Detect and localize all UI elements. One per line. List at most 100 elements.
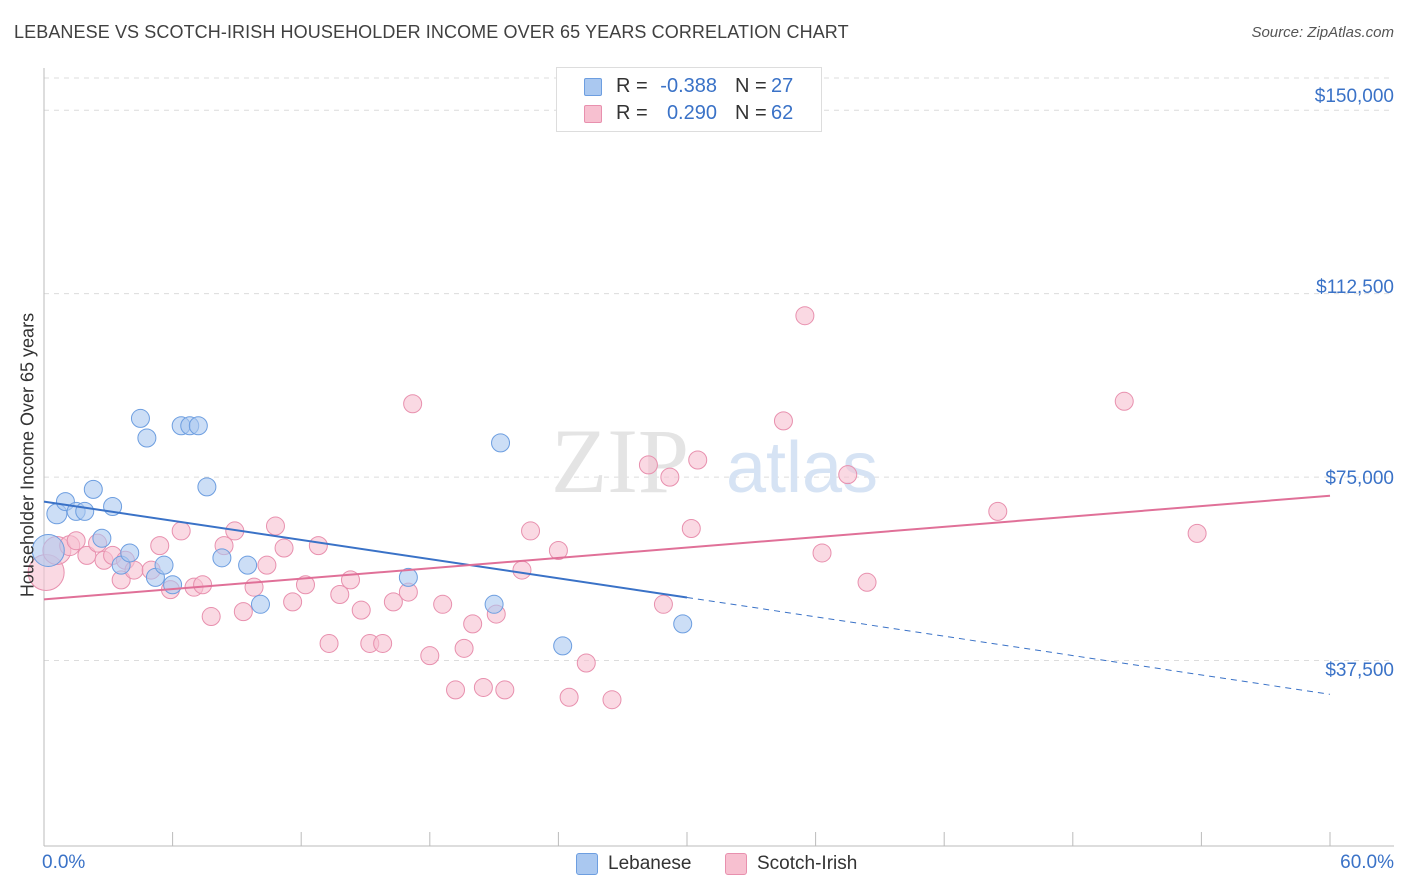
lebanese-point bbox=[120, 543, 140, 563]
lebanese-point bbox=[398, 567, 418, 587]
x-tick-label: 0.0% bbox=[42, 852, 86, 873]
lebanese-trend-line bbox=[43, 500, 688, 599]
lebanese-trend-extension bbox=[686, 596, 1331, 695]
lebanese-point bbox=[491, 433, 511, 453]
lebanese-point bbox=[250, 594, 270, 614]
lebanese-point bbox=[553, 636, 573, 656]
scotch-irish-point bbox=[257, 555, 277, 575]
lebanese-point bbox=[154, 555, 174, 575]
lebanese-point bbox=[92, 528, 112, 548]
scotch-irish-point bbox=[602, 690, 622, 710]
y-tick-label: $150,000 bbox=[1314, 86, 1394, 107]
scotch-irish-point bbox=[653, 594, 673, 614]
n-label: N = bbox=[735, 102, 767, 124]
scotch-irish-point bbox=[660, 467, 680, 487]
legend-row-scotch-irish: R = 0.290 N = 62 bbox=[557, 101, 821, 127]
scotch-irish-point bbox=[77, 545, 97, 565]
scotch-irish-point bbox=[857, 572, 877, 592]
scotch-irish-point bbox=[576, 653, 596, 673]
scotch-irish-point bbox=[521, 521, 541, 541]
lebanese-legend-swatch bbox=[576, 853, 598, 875]
lebanese-point bbox=[130, 408, 150, 428]
lebanese-point bbox=[238, 555, 258, 575]
watermark-atlas: atlas bbox=[726, 428, 878, 508]
r-label: R = bbox=[616, 75, 648, 97]
scotch-irish-point bbox=[548, 540, 568, 560]
scotch-irish-point bbox=[812, 543, 832, 563]
data-points bbox=[27, 306, 1207, 710]
scotch-irish-point bbox=[454, 638, 474, 658]
r-label: R = bbox=[616, 102, 648, 124]
scotch-irish-point bbox=[193, 575, 213, 595]
r-value: 0.290 bbox=[666, 102, 717, 124]
source-label: Source: ZipAtlas.com bbox=[1251, 24, 1394, 41]
chart-title: LEBANESE VS SCOTCH-IRISH HOUSEHOLDER INC… bbox=[14, 22, 849, 42]
scotch-irish-point bbox=[638, 455, 658, 475]
scotch-irish-point bbox=[201, 607, 221, 627]
lebanese-point bbox=[673, 614, 693, 634]
scotch-irish-point bbox=[688, 450, 708, 470]
scotch-irish-point bbox=[319, 633, 339, 653]
scotch-irish-point bbox=[265, 516, 285, 536]
scotch-irish-point bbox=[838, 465, 858, 485]
scotch-irish-legend-swatch bbox=[725, 853, 747, 875]
scotch-irish-point bbox=[463, 614, 483, 634]
scotch-irish-trend-line bbox=[43, 494, 1331, 601]
scotch-irish-point bbox=[795, 306, 815, 326]
lebanese-point bbox=[197, 477, 217, 497]
watermark-zip: ZIP bbox=[551, 410, 689, 512]
scotch-irish-point bbox=[473, 677, 493, 697]
legend-row-lebanese: R = -0.388 N = 27 bbox=[557, 74, 821, 100]
scotch-irish-point bbox=[233, 602, 253, 622]
scotch-irish-point bbox=[283, 592, 303, 612]
lebanese-swatch bbox=[584, 78, 602, 96]
scotch-irish-point bbox=[1187, 523, 1207, 543]
scotch-irish-point bbox=[446, 680, 466, 700]
lebanese-point bbox=[75, 501, 95, 521]
scotch-irish-swatch bbox=[584, 105, 602, 123]
scotch-irish-point bbox=[171, 521, 191, 541]
scotch-irish-point bbox=[351, 600, 371, 620]
lebanese-point bbox=[137, 428, 157, 448]
n-value: 62 bbox=[771, 102, 794, 124]
scotch-irish-point bbox=[1114, 391, 1134, 411]
scotch-irish-point bbox=[150, 536, 170, 556]
scotch-irish-legend-label: Scotch-Irish bbox=[757, 853, 858, 874]
scotch-irish-point bbox=[681, 518, 701, 538]
scotch-irish-point bbox=[433, 594, 453, 614]
y-tick-label: $112,500 bbox=[1316, 277, 1394, 298]
y-tick-label: $37,500 bbox=[1325, 660, 1394, 681]
scotch-irish-point bbox=[66, 531, 86, 551]
trend-lines bbox=[43, 494, 1331, 695]
scotch-irish-point bbox=[244, 577, 264, 597]
lebanese-point bbox=[212, 548, 232, 568]
y-tick-label: $75,000 bbox=[1325, 468, 1394, 489]
scotch-irish-point bbox=[274, 538, 294, 558]
n-label: N = bbox=[735, 75, 767, 97]
scotch-irish-point bbox=[773, 411, 793, 431]
scotch-irish-point bbox=[559, 687, 579, 707]
lebanese-point bbox=[31, 533, 65, 567]
scotch-irish-point bbox=[420, 646, 440, 666]
scotch-irish-point bbox=[512, 560, 532, 580]
scotch-irish-point bbox=[295, 575, 315, 595]
n-value: 27 bbox=[771, 75, 794, 97]
scotch-irish-point bbox=[495, 680, 515, 700]
lebanese-point bbox=[83, 479, 103, 499]
scotch-irish-point bbox=[988, 501, 1008, 521]
correlation-legend: R = -0.388 N = 27 R = 0.290 N = 62 bbox=[556, 67, 822, 132]
lebanese-legend-label: Lebanese bbox=[608, 853, 692, 874]
lebanese-point bbox=[484, 594, 504, 614]
axes bbox=[43, 68, 1394, 847]
x-tick-label: 60.0% bbox=[1340, 852, 1394, 873]
scotch-irish-point bbox=[373, 633, 393, 653]
scotch-irish-point bbox=[403, 394, 423, 414]
lebanese-point bbox=[188, 416, 208, 436]
scotch-irish-point bbox=[383, 592, 403, 612]
lebanese-point bbox=[163, 575, 183, 595]
scotch-irish-point bbox=[330, 585, 350, 605]
scotch-irish-point bbox=[308, 536, 328, 556]
y-axis-title: Householder Income Over 65 years bbox=[17, 312, 38, 598]
r-value: -0.388 bbox=[660, 75, 717, 97]
